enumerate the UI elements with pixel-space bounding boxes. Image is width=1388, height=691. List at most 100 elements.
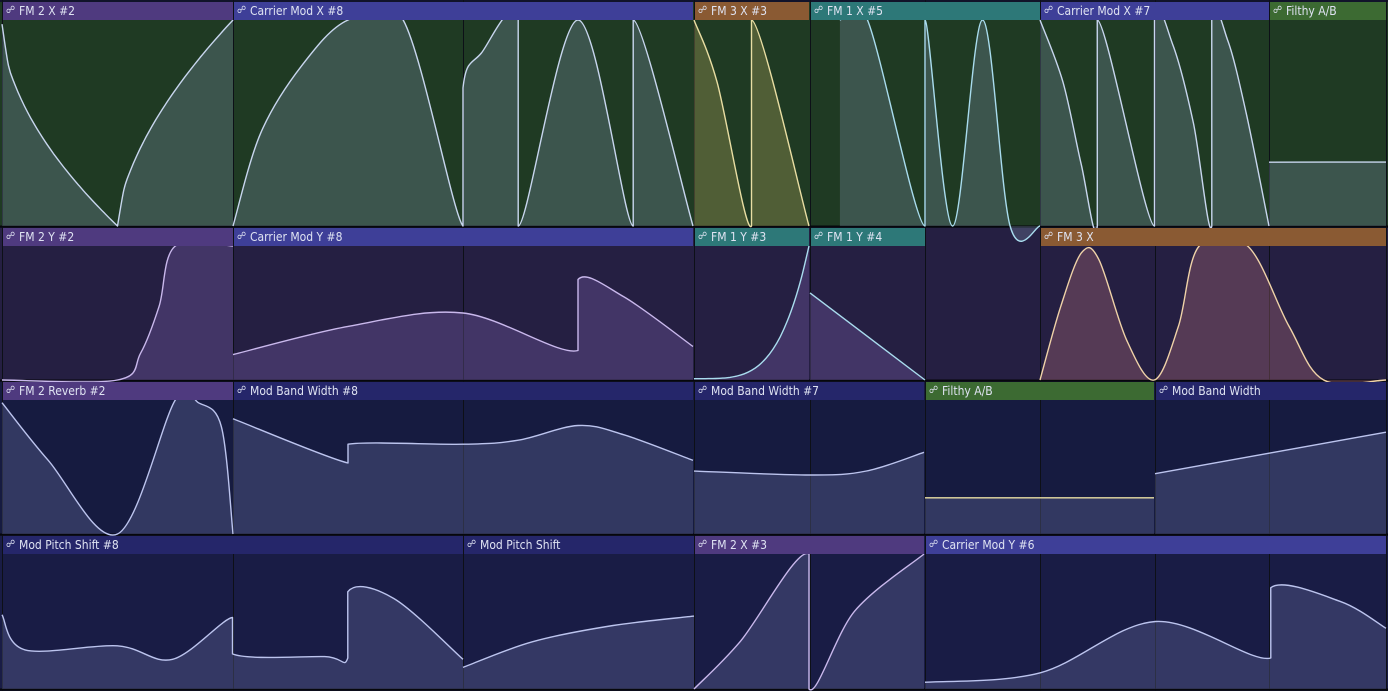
automation-clip-18[interactable] (462, 615, 695, 689)
clip-label: Carrier Mod Y #8 (250, 230, 343, 244)
clip-label: FM 3 X #3 (711, 4, 767, 18)
automation-fill (463, 616, 694, 689)
clip-label: FM 2 Reverb #2 (19, 384, 106, 398)
clip-label: Mod Band Width #8 (250, 384, 359, 398)
automation-link-icon: ☍ (929, 539, 939, 550)
clip-label: Carrier Mod Y #6 (942, 538, 1035, 552)
automation-fill (925, 584, 1386, 689)
clip-label: FM 2 X #3 (711, 538, 767, 552)
automation-link-icon: ☍ (237, 5, 247, 16)
automation-link-icon: ☍ (1044, 5, 1054, 16)
clip-header-7[interactable]: ☍ FM 2 Y #2 (3, 228, 233, 246)
clip-label: Mod Band Width #7 (711, 384, 820, 398)
automation-link-icon: ☍ (698, 231, 708, 242)
automation-fill (839, 4, 1040, 242)
automation-fill (925, 497, 1154, 534)
clip-header-19[interactable]: ☍ FM 2 X #3 (695, 536, 924, 554)
clip-header-8[interactable]: ☍ Carrier Mod Y #8 (234, 228, 693, 246)
clip-header-18[interactable]: ☍ Mod Pitch Shift (464, 536, 694, 554)
automation-clip-1[interactable] (1, 19, 234, 227)
automation-fill (694, 452, 924, 534)
clip-label: FM 2 Y #2 (19, 230, 75, 244)
automation-curve (1, 389, 234, 536)
automation-link-icon: ☍ (467, 539, 477, 550)
automation-curve (924, 584, 1387, 683)
automation-clip-15[interactable] (924, 497, 1155, 534)
clip-header-12[interactable]: ☍ FM 2 Reverb #2 (3, 382, 233, 400)
clip-label: Filthy A/B (942, 384, 993, 398)
automation-clip-10[interactable] (809, 292, 926, 381)
automation-clip-4[interactable] (839, 4, 1041, 242)
clip-header-3[interactable]: ☍ FM 3 X #3 (695, 2, 809, 20)
automation-clip-16[interactable] (1154, 431, 1387, 534)
automation-link-icon: ☍ (6, 539, 16, 550)
clip-label: Mod Band Width (1172, 384, 1261, 398)
automation-clip-17[interactable] (1, 585, 464, 689)
clip-label: FM 3 X (1057, 230, 1094, 244)
automation-fill (1155, 432, 1386, 534)
clip-header-20[interactable]: ☍ Carrier Mod Y #6 (926, 536, 1386, 554)
clip-header-11[interactable]: ☍ FM 3 X (1041, 228, 1386, 246)
automation-curve (1039, 7, 1270, 233)
automation-curve (232, 418, 694, 464)
clip-header-5[interactable]: ☍ Carrier Mod X #7 (1041, 2, 1269, 20)
automation-curve (462, 615, 695, 669)
automation-clip-11[interactable] (1039, 235, 1387, 385)
clip-header-9[interactable]: ☍ FM 1 Y #3 (695, 228, 809, 246)
automation-link-icon: ☍ (929, 385, 939, 396)
automation-link-icon: ☍ (237, 231, 247, 242)
clip-label: Filthy A/B (1286, 4, 1337, 18)
automation-clip-8[interactable] (232, 276, 694, 380)
clip-header-1[interactable]: ☍ FM 2 X #2 (3, 2, 233, 20)
clip-label: FM 1 X #5 (827, 4, 883, 18)
automation-curve (232, 276, 694, 356)
automation-clip-14[interactable] (693, 451, 925, 534)
automation-curve (232, 2, 694, 227)
automation-clip-12[interactable] (1, 389, 234, 536)
clip-header-17[interactable]: ☍ Mod Pitch Shift #8 (3, 536, 463, 554)
automation-curve (693, 19, 810, 227)
clip-header-4[interactable]: ☍ FM 1 X #5 (811, 2, 1040, 20)
automation-clip-20[interactable] (924, 584, 1387, 689)
automation-curve (1, 585, 464, 664)
automation-link-icon: ☍ (698, 385, 708, 396)
automation-clip-9[interactable] (693, 245, 810, 380)
automation-curve (1154, 431, 1387, 475)
clip-label: Mod Pitch Shift #8 (19, 538, 119, 552)
clip-label: Carrier Mod X #8 (250, 4, 344, 18)
automation-clip-6[interactable] (1268, 161, 1387, 226)
clip-label: FM 1 Y #4 (827, 230, 883, 244)
automation-clip-5[interactable] (1039, 7, 1270, 233)
clip-header-6[interactable]: ☍ Filthy A/B (1270, 2, 1386, 20)
automation-clip-2[interactable] (232, 2, 694, 227)
clip-header-15[interactable]: ☍ Filthy A/B (926, 382, 1154, 400)
automation-link-icon: ☍ (814, 5, 824, 16)
automation-link-icon: ☍ (814, 231, 824, 242)
clip-label: Mod Pitch Shift (480, 538, 561, 552)
automation-curve (693, 245, 810, 380)
automation-clip-19[interactable] (693, 552, 925, 691)
automation-link-icon: ☍ (237, 385, 247, 396)
automation-clip-3[interactable] (693, 19, 810, 227)
automation-link-icon: ☍ (1273, 5, 1283, 16)
automation-clip-13[interactable] (232, 418, 694, 534)
clip-label: FM 1 Y #3 (711, 230, 767, 244)
clip-header-2[interactable]: ☍ Carrier Mod X #8 (234, 2, 693, 20)
automation-fill (2, 241, 233, 382)
automation-link-icon: ☍ (6, 385, 16, 396)
automation-fill (694, 246, 809, 380)
automation-curve (809, 292, 926, 381)
clip-label: Carrier Mod X #7 (1057, 4, 1151, 18)
automation-fill (1269, 162, 1386, 226)
clip-header-14[interactable]: ☍ Mod Band Width #7 (695, 382, 924, 400)
clip-header-10[interactable]: ☍ FM 1 Y #4 (811, 228, 925, 246)
clip-header-16[interactable]: ☍ Mod Band Width (1156, 382, 1386, 400)
automation-curve (1039, 235, 1387, 385)
automation-link-icon: ☍ (1044, 231, 1054, 242)
automation-fill (2, 20, 233, 226)
clip-header-13[interactable]: ☍ Mod Band Width #8 (234, 382, 693, 400)
automation-link-icon: ☍ (698, 539, 708, 550)
automation-link-icon: ☍ (1159, 385, 1169, 396)
